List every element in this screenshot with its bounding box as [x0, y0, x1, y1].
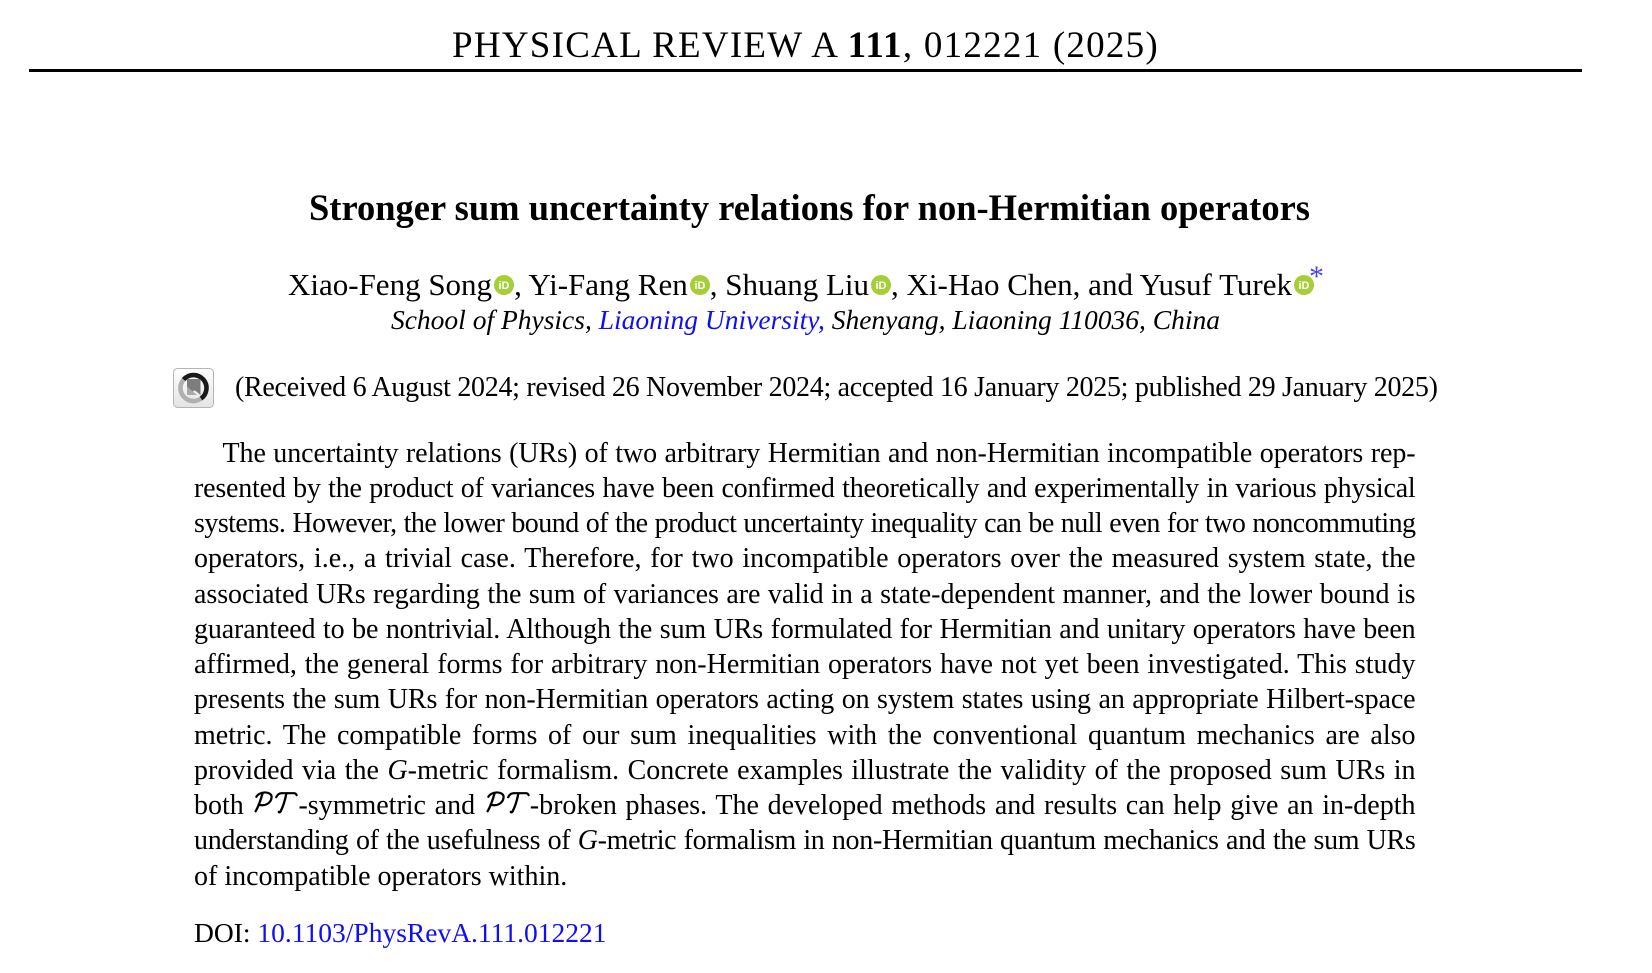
svg-text:iD: iD: [1299, 280, 1310, 292]
svg-text:iD: iD: [876, 280, 887, 292]
svg-text:iD: iD: [499, 280, 510, 292]
svg-text:iD: iD: [694, 280, 705, 292]
